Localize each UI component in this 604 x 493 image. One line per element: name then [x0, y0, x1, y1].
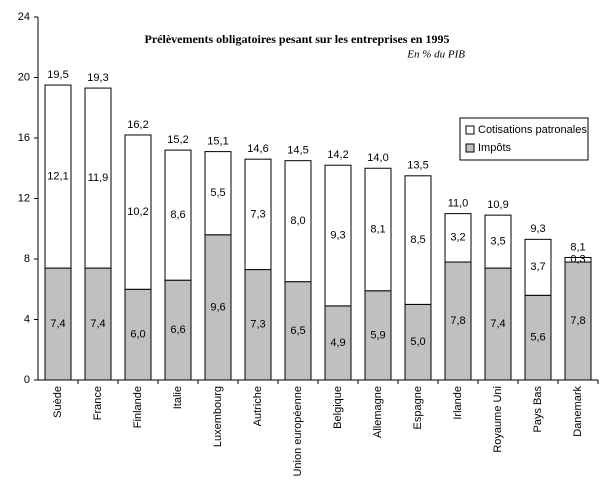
value-label: 6,5 — [290, 325, 305, 337]
bar-segment — [204, 151, 232, 236]
total-label: 8,1 — [570, 241, 585, 253]
bar-segment — [204, 234, 232, 381]
legend-label: Cotisations patronales — [478, 124, 587, 136]
value-label: 8,6 — [170, 209, 185, 221]
bar-segment — [324, 305, 352, 381]
y-tick-label: 12 — [18, 192, 30, 204]
x-tick-label: Allemagne — [372, 386, 384, 438]
y-tick-label: 4 — [24, 313, 30, 325]
total-label: 14,0 — [367, 152, 388, 164]
x-tick-label: Danemark — [572, 386, 584, 437]
total-label: 9,3 — [530, 223, 545, 235]
value-label: 3,7 — [530, 261, 545, 273]
bar-segment — [524, 294, 552, 381]
bar-segment — [364, 167, 392, 292]
value-label: 9,6 — [210, 301, 225, 313]
value-label: 7,4 — [50, 318, 65, 330]
total-label: 13,5 — [407, 160, 428, 172]
value-label: 5,0 — [410, 336, 425, 348]
bar-segment — [404, 175, 432, 305]
value-label: 7,8 — [570, 315, 585, 327]
bar-segment — [564, 261, 592, 381]
value-label: 7,3 — [250, 319, 265, 331]
bar-segment — [164, 149, 192, 281]
x-tick-label: Royaume Uni — [492, 386, 504, 453]
legend-swatch — [465, 125, 475, 135]
bar-segment — [84, 267, 112, 381]
x-tick-label: Pays Bas — [532, 386, 544, 433]
y-tick-label: 8 — [24, 253, 30, 265]
total-label: 15,1 — [207, 136, 228, 148]
x-tick-label: France — [92, 386, 104, 420]
bar-segment — [284, 281, 312, 381]
value-label: 8,5 — [410, 234, 425, 246]
total-label: 11,0 — [448, 198, 469, 210]
total-label: 10,9 — [487, 199, 508, 211]
bar-segment — [244, 158, 272, 271]
bar-segment — [164, 279, 192, 381]
x-tick-label: Union européenne — [292, 386, 304, 477]
bar-segment — [124, 134, 152, 290]
total-label: 14,5 — [287, 145, 308, 157]
y-tick-label: 0 — [24, 374, 30, 386]
x-tick-label: Luxembourg — [212, 386, 224, 447]
value-label: 6,6 — [170, 324, 185, 336]
value-label: 5,6 — [530, 332, 545, 344]
value-label: 3,2 — [450, 232, 465, 244]
legend-swatch — [465, 143, 475, 153]
bar-segment — [324, 164, 352, 307]
chart-subtitle: En % du PIB — [406, 49, 465, 61]
chart-title: Prélèvements obligatoires pesant sur les… — [145, 32, 450, 46]
total-label: 16,2 — [127, 119, 148, 131]
bar-segment — [484, 267, 512, 381]
x-tick-label: Italie — [172, 386, 184, 409]
total-label: 19,3 — [87, 72, 108, 84]
bar-segment — [564, 256, 592, 263]
x-tick-label: Autriche — [252, 386, 264, 426]
value-label: 7,3 — [250, 208, 265, 220]
x-tick-label: Finlande — [132, 386, 144, 428]
bar-segment — [84, 87, 112, 269]
x-tick-label: Suède — [52, 386, 64, 418]
x-tick-label: Belgique — [332, 386, 344, 429]
total-label: 19,5 — [47, 69, 68, 81]
total-label: 15,2 — [167, 134, 188, 146]
value-label: 0,3 — [570, 254, 585, 266]
y-tick-label: 16 — [18, 132, 30, 144]
x-tick-label: Irlande — [452, 386, 464, 420]
bar-segment — [524, 238, 552, 296]
value-label: 7,4 — [90, 318, 105, 330]
x-tick-label: Espagne — [412, 386, 424, 429]
bar-segment — [44, 84, 72, 269]
bar-segment — [444, 213, 472, 263]
legend-label: Impôts — [478, 142, 512, 154]
value-label: 7,4 — [490, 318, 505, 330]
value-label: 8,1 — [370, 223, 385, 235]
legend-box — [459, 117, 589, 161]
value-label: 3,5 — [490, 236, 505, 248]
value-label: 8,0 — [290, 215, 305, 227]
value-label: 4,9 — [330, 337, 345, 349]
value-label: 6,0 — [130, 329, 145, 341]
bar-segment — [284, 160, 312, 283]
value-label: 11,9 — [88, 172, 109, 184]
value-label: 7,8 — [450, 315, 465, 327]
value-label: 12,1 — [47, 170, 68, 182]
bar-segment — [444, 261, 472, 381]
value-label: 5,5 — [210, 187, 225, 199]
total-label: 14,2 — [327, 149, 348, 161]
bar-segment — [484, 214, 512, 269]
bar-segment — [244, 269, 272, 381]
value-label: 5,9 — [370, 329, 385, 341]
total-label: 14,6 — [247, 143, 268, 155]
y-tick-label: 20 — [18, 71, 30, 83]
value-label: 10,2 — [127, 206, 148, 218]
y-tick-label: 24 — [18, 11, 30, 23]
value-label: 9,3 — [330, 229, 345, 241]
bar-segment — [124, 288, 152, 381]
bar-segment — [404, 303, 432, 381]
